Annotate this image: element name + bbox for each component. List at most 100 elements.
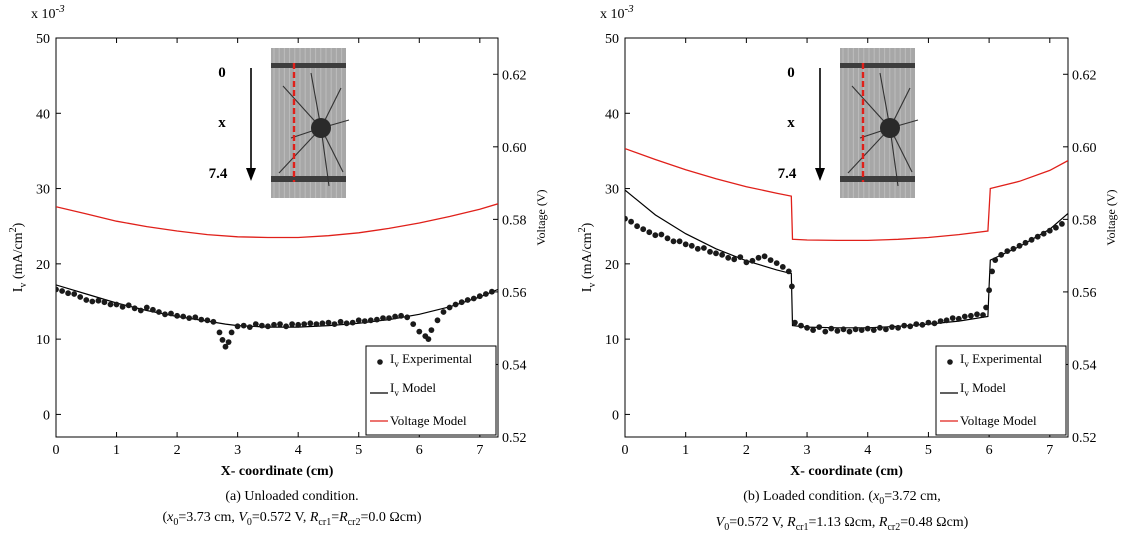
panel-b-iv-experimental-point — [983, 304, 989, 311]
panel-b-iv-experimental-point — [789, 283, 795, 290]
panel-b-iv-experimental-point — [852, 326, 859, 333]
panel-a-x-tick-label: 7 — [476, 443, 483, 458]
panel-a-y-left-label-end: ) — [11, 222, 26, 227]
panel-a-iv-experimental-point — [470, 295, 477, 302]
panel-b-iv-experimental-point — [804, 324, 810, 331]
panel-b-y-left-label-main: I — [580, 287, 595, 292]
panel-a-iv-experimental-point — [65, 290, 71, 297]
caption-b-line2: V0=0.572 V, Rcr1=1.13 Ωcm, Rcr2=0.48 Ωcm… — [572, 512, 1112, 538]
panel-a-iv-experimental-point — [219, 337, 226, 343]
panel-b-iv-experimental-point — [889, 324, 895, 330]
panel-a-y-left-tick-label: 10 — [36, 333, 50, 348]
panel-b-iv-experimental-point — [968, 312, 974, 319]
panel-a-iv-experimental-point — [186, 315, 193, 321]
panel-b-y-multiplier-exp: -3 — [625, 3, 635, 15]
panel-b-iv-experimental-point — [628, 218, 634, 225]
panel-b-y-left-tick-label: 10 — [605, 333, 619, 348]
panel-a-x-tick-label: 0 — [53, 443, 60, 458]
panel-b-y-right-tick-label: 0.62 — [1072, 68, 1097, 83]
panel-b-y-right-tick-label: 0.56 — [1072, 286, 1097, 301]
panel-b-iv-experimental-point — [713, 250, 719, 257]
caption-b: (b) Loaded condition. (x0=3.72 cm, V0=0.… — [572, 486, 1112, 538]
panel-b-iv-experimental-point — [785, 268, 792, 275]
panel-a-x-tick-label: 5 — [355, 443, 362, 458]
panel-b-iv-experimental-point — [895, 324, 901, 331]
panel-a-iv-experimental-point — [83, 297, 90, 303]
panel-b-iv-experimental-point — [998, 251, 1005, 258]
panel-b-iv-experimental-point — [955, 315, 962, 322]
panel-a-iv-experimental-point — [198, 316, 205, 323]
panel-b-iv-experimental-point — [652, 232, 659, 239]
panel-a-iv-experimental-point — [425, 336, 432, 342]
panel-a-iv-experimental-point — [343, 320, 350, 327]
panel-a-iv-experimental-point — [313, 321, 320, 327]
panel-a-iv-experimental-point — [483, 291, 489, 297]
panel-a-y-left-label-sup: 2 — [8, 227, 19, 232]
panel-a-inset: 0 x 7.4 — [209, 48, 350, 198]
panel-b-y-left-label-sup: 2 — [577, 227, 588, 232]
panel-a-iv-experimental-point — [277, 321, 283, 327]
panel-b-iv-experimental-point — [737, 254, 744, 260]
panel-a-y-left-tick-label: 50 — [36, 32, 50, 47]
panel-a-iv-experimental-point — [283, 323, 289, 330]
panel-a-iv-experimental-point — [458, 299, 465, 306]
panel-a-y-left-label-unit: (mA/cm — [11, 232, 26, 282]
caption-a-paren: ( — [162, 510, 168, 525]
panel-a-iv-experimental-point — [101, 299, 108, 306]
panel-a-inset-label-top: 0 — [218, 65, 226, 81]
panel-a-y-multiplier: x 10-3 — [31, 3, 65, 22]
panel-b-y-right-tick-label: 0.54 — [1072, 358, 1097, 373]
panel-a-iv-experimental-point — [125, 302, 132, 309]
panel-a-plot-area — [56, 203, 498, 350]
panel-a-iv-experimental-point — [222, 343, 229, 350]
panel-b-iv-experimental-point — [634, 223, 640, 230]
panel-a-iv-experimental-point — [246, 324, 253, 330]
panel-a-y-right-axis-label: Voltage (V) — [534, 189, 548, 245]
panel-a-inset-busbar-top — [271, 63, 346, 68]
panel-b-iv-experimental-point — [767, 257, 774, 263]
panel-b-y-right-axis-label: Voltage (V) — [1104, 189, 1118, 245]
panel-b-x-axis-label: X- coordinate (cm) — [790, 464, 903, 479]
panel-b-x-tick-label: 7 — [1046, 443, 1053, 458]
panel-a-y-left-axis-label: Iv (mA/cm2) — [8, 222, 29, 292]
panel-b-y-left-tick-label: 0 — [612, 408, 619, 423]
panel-b-y-right-tick-label: 0.58 — [1072, 213, 1097, 228]
caption-a-r2-sub: cr2 — [347, 516, 361, 528]
panel-b-legend-exp-main: I — [960, 351, 964, 366]
panel-b-legend-model-sub: v — [964, 388, 969, 398]
panel-b-iv-experimental-point — [676, 238, 683, 245]
panel-a-legend-exp-main: I — [390, 351, 394, 366]
panel-b-iv-experimental-point — [816, 324, 823, 330]
panel-b-iv-experimental-point — [822, 328, 829, 335]
panel-b-iv-experimental-point — [701, 245, 707, 251]
caption-a-line2: (x0=3.73 cm, V0=0.572 V, Rcr1=Rcr2=0.0 Ω… — [22, 507, 562, 533]
panel-b-iv-experimental-point — [773, 260, 780, 266]
panel-a-inset-arrow-head — [246, 168, 256, 181]
caption-a-x0-value: =3.73 cm, — [178, 510, 239, 525]
panel-a-iv-experimental-point — [380, 315, 386, 321]
caption-a-v-symbol: V — [238, 510, 247, 525]
panel-a-inset-defect-spot — [311, 118, 331, 138]
panel-a-iv-experimental-point — [476, 293, 483, 300]
panel-a-iv-experimental-point — [265, 323, 271, 330]
panel-a-iv-experimental-point — [77, 294, 84, 300]
panel-b-inset-busbar-top — [840, 63, 915, 68]
panel-b-voltage-model-line — [625, 147, 1068, 242]
panel-a-y-left-tick-label: 40 — [36, 107, 50, 122]
panel-a-x-axis-label: X- coordinate (cm) — [221, 464, 334, 479]
panel-b-iv-experimental-point — [640, 226, 647, 233]
panel-a-iv-experimental-point — [464, 297, 471, 303]
panel-b-iv-experimental-point — [749, 257, 756, 264]
panel-b-iv-experimental-point — [989, 268, 995, 275]
panel-a-iv-experimental-point — [386, 315, 392, 321]
caption-b-title: (b) Loaded condition. ( — [743, 489, 874, 504]
panel-b-iv-experimental-point — [694, 245, 701, 252]
panel-a-iv-experimental-point — [416, 328, 423, 335]
panel-b-iv-experimental-point — [670, 238, 677, 245]
panel-b-iv-experimental-point — [919, 321, 926, 328]
panel-a-iv-experimental-point — [398, 312, 404, 319]
panel-b-x-tick-label: 4 — [864, 443, 871, 458]
panel-b-x-tick-label: 0 — [622, 443, 629, 458]
panel-b-y-left-tick-label: 50 — [605, 32, 619, 47]
